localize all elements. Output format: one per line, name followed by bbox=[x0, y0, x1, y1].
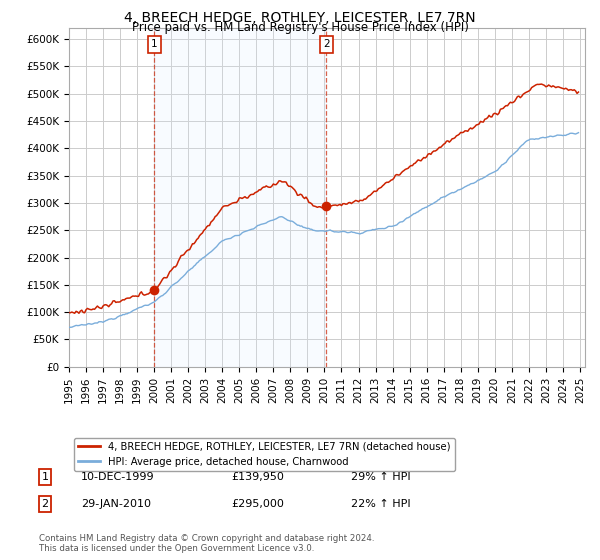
Text: £139,950: £139,950 bbox=[231, 472, 284, 482]
Text: 2: 2 bbox=[41, 499, 49, 509]
Text: 10-DEC-1999: 10-DEC-1999 bbox=[81, 472, 155, 482]
Bar bbox=[154, 28, 326, 367]
Text: 2: 2 bbox=[323, 39, 329, 49]
Text: 29-JAN-2010: 29-JAN-2010 bbox=[81, 499, 151, 509]
Text: £295,000: £295,000 bbox=[231, 499, 284, 509]
Text: 4, BREECH HEDGE, ROTHLEY, LEICESTER, LE7 7RN: 4, BREECH HEDGE, ROTHLEY, LEICESTER, LE7… bbox=[124, 11, 476, 25]
Text: Contains HM Land Registry data © Crown copyright and database right 2024.
This d: Contains HM Land Registry data © Crown c… bbox=[39, 534, 374, 553]
Text: Price paid vs. HM Land Registry's House Price Index (HPI): Price paid vs. HM Land Registry's House … bbox=[131, 21, 469, 34]
Text: 1: 1 bbox=[41, 472, 49, 482]
Text: 29% ↑ HPI: 29% ↑ HPI bbox=[351, 472, 410, 482]
Text: 22% ↑ HPI: 22% ↑ HPI bbox=[351, 499, 410, 509]
Text: 1: 1 bbox=[151, 39, 157, 49]
Legend: 4, BREECH HEDGE, ROTHLEY, LEICESTER, LE7 7RN (detached house), HPI: Average pric: 4, BREECH HEDGE, ROTHLEY, LEICESTER, LE7… bbox=[74, 438, 455, 471]
